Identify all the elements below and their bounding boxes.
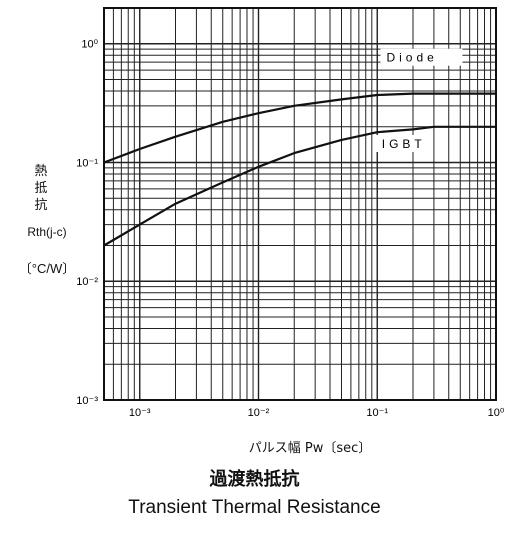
y-axis-label-char-2: 抵 xyxy=(34,181,48,196)
series-label-diode: Diode xyxy=(386,51,437,65)
tick-labels: 10⁻³ 10⁻² 10⁻¹ 10⁰ 10⁻³ 10⁻² 10⁻¹ 10⁰ xyxy=(76,39,505,419)
series-label-background xyxy=(375,135,432,153)
x-tick-label: 10⁻³ xyxy=(129,407,151,419)
series-label-igbt: IGBT xyxy=(382,137,426,151)
series-lines xyxy=(103,92,496,247)
y-tick-label: 10⁻³ xyxy=(76,395,98,407)
chart-subtitle: Transient Thermal Resistance xyxy=(128,497,381,518)
series-label-background xyxy=(380,48,463,66)
series-labels: Diode IGBT xyxy=(375,48,463,153)
plot-frame xyxy=(103,7,497,401)
y-tick-label: 10⁻¹ xyxy=(76,157,98,169)
x-tick-label: 10⁻¹ xyxy=(366,407,388,419)
series-line-igbt xyxy=(103,125,496,247)
y-tick-label: 10⁻² xyxy=(76,276,98,288)
y-axis-label-char-1: 熱 xyxy=(34,164,48,179)
x-tick-label: 10⁻² xyxy=(248,407,270,419)
x-tick-label: 10⁰ xyxy=(488,407,505,419)
x-axis-label: パルス幅 Pw〔sec〕 xyxy=(248,441,372,456)
y-tick-label: 10⁰ xyxy=(81,39,98,51)
plot-border xyxy=(103,7,497,401)
y-axis-unit: 〔°C/W〕 xyxy=(18,261,76,276)
y-axis-symbol: Rth(j-c) xyxy=(27,225,67,239)
series-line-diode xyxy=(103,92,496,164)
grid-lines xyxy=(103,7,497,401)
y-axis-label-char-3: 抗 xyxy=(34,198,48,213)
chart-title: 過渡熱抵抗 xyxy=(209,469,300,490)
